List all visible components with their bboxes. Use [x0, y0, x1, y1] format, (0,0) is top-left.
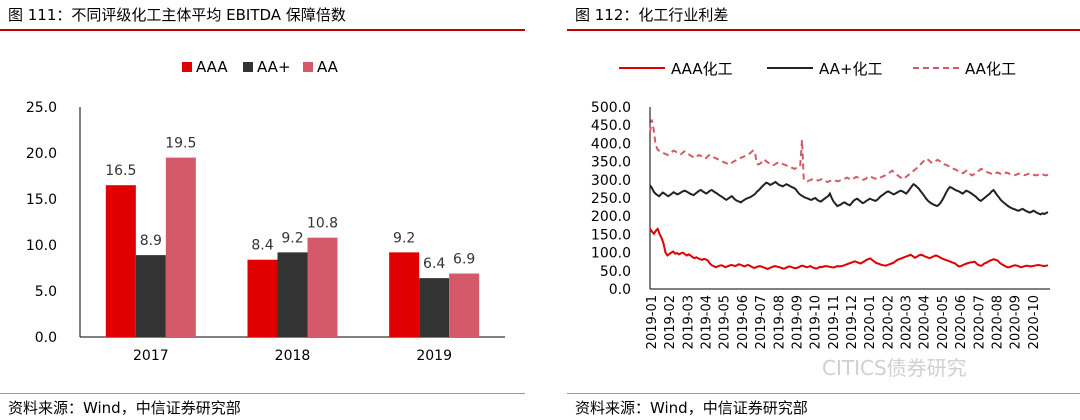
- x-tick-label: 2020-06: [954, 295, 969, 349]
- legend-swatch-3: [303, 62, 313, 72]
- x-tick-label: 2019-08: [772, 295, 787, 349]
- data-label: 6.9: [453, 252, 475, 268]
- legend-label-3: AA化工: [965, 60, 1016, 78]
- y-tick-label: 25.0: [26, 100, 57, 116]
- y-tick-label: 0.0: [609, 282, 631, 298]
- x-tick-label: 2020-01: [863, 295, 878, 349]
- data-label: 10.8: [307, 216, 338, 232]
- y-tick-label: 300.0: [591, 173, 631, 189]
- x-tick-label: 2019-05: [718, 295, 733, 349]
- x-tick-label: 2017: [133, 348, 169, 364]
- x-tick-label: 2020-03: [900, 295, 915, 349]
- bar-aaa-2019: [389, 252, 420, 337]
- bar-aa-2017: [165, 157, 196, 337]
- y-tick-label: 50.0: [600, 264, 631, 280]
- bar-aaplus-2019: [419, 278, 450, 337]
- x-tick-label: 2020-08: [990, 295, 1005, 349]
- y-tick-label: 0.0: [35, 330, 57, 346]
- left-title-rule: [0, 29, 525, 31]
- y-tick-label: 100.0: [591, 246, 631, 262]
- y-tick-label: 400.0: [591, 136, 631, 152]
- legend-swatch-2: [243, 62, 253, 72]
- legend-label-1: AAA化工: [671, 60, 733, 78]
- y-tick-label: 20.0: [26, 146, 57, 162]
- x-tick-label: 2019-06: [736, 295, 751, 349]
- x-tick-label: 2020-09: [1009, 295, 1024, 349]
- data-label: 9.2: [281, 230, 303, 246]
- data-label: 19.5: [165, 136, 196, 152]
- legend-label-2: AA+: [257, 58, 291, 76]
- y-tick-label: 5.0: [35, 284, 57, 300]
- data-label: 9.2: [393, 230, 415, 246]
- x-tick-label: 2019: [416, 348, 452, 364]
- right-line-chart: AAA化工 AA+化工 AA化工 0.0 50.0 100.0 150.0 200.0 250.…: [591, 60, 1050, 349]
- x-tick-label: 2019-10: [809, 295, 824, 349]
- watermark: CITICS债券研究: [822, 356, 967, 380]
- x-tick-label: 2019-04: [700, 295, 715, 349]
- x-tick-label: 2018: [275, 348, 311, 364]
- left-figure-panel: 图 111：不同评级化工主体平均 EBITDA 保障倍数 AAA AA+ AA 0.0…: [0, 0, 525, 420]
- data-label: 16.5: [105, 163, 136, 179]
- x-tick-label: 2020-10: [1027, 295, 1042, 349]
- x-tick-label: 2019-07: [754, 295, 769, 349]
- data-label: 8.4: [251, 238, 273, 254]
- bar-aaa-2018: [247, 259, 278, 337]
- x-tick-label: 2019-02: [663, 295, 678, 349]
- left-source-rule: [0, 393, 525, 394]
- x-tick-label: 2020-07: [972, 295, 987, 349]
- data-label: 8.9: [140, 233, 162, 249]
- series-line-2: [649, 180, 1049, 216]
- y-tick-label: 15.0: [26, 192, 57, 208]
- right-source-note: 资料来源：Wind，中信证券研究部: [575, 399, 808, 417]
- y-tick-label: 500.0: [591, 100, 631, 116]
- right-title-rule: [567, 29, 1080, 31]
- x-tick-label: 2019-12: [845, 295, 860, 349]
- y-tick-label: 250.0: [591, 191, 631, 207]
- series-line-1: [649, 227, 1049, 271]
- right-source-rule: [567, 393, 1080, 394]
- series-line-3: [649, 119, 1049, 184]
- y-tick-label: 150.0: [591, 227, 631, 243]
- x-tick-label: 2019-01: [645, 295, 660, 349]
- x-tick-label: 2020-02: [881, 295, 896, 349]
- left-bar-chart: AAA AA+ AA 0.0 5.0 10.0 15.0 20.0 25.0 16.5 8.9 19.…: [26, 58, 505, 364]
- legend-swatch-1: [182, 62, 192, 72]
- legend-label-3: AA: [317, 58, 339, 76]
- y-tick-label: 10.0: [26, 238, 57, 254]
- left-source-note: 资料来源：Wind，中信证券研究部: [8, 399, 241, 417]
- bar-aa-2018: [307, 237, 338, 337]
- x-tick-label: 2020-05: [936, 295, 951, 349]
- y-tick-label: 200.0: [591, 209, 631, 225]
- legend-label-1: AAA: [196, 58, 228, 76]
- right-figure-title: 图 112：化工行业利差: [575, 6, 729, 24]
- legend-label-2: AA+化工: [819, 60, 883, 78]
- y-tick-label: 350.0: [591, 155, 631, 171]
- bar-aa-2019: [449, 273, 480, 337]
- bar-aaplus-2018: [277, 252, 308, 337]
- y-tick-label: 450.0: [591, 118, 631, 134]
- x-tick-label: 2019-09: [790, 295, 805, 349]
- data-label: 6.4: [423, 256, 445, 272]
- right-figure-panel: 图 112：化工行业利差 AAA化工 AA+化工 AA化工 0.0 50.0 100.0 1…: [567, 0, 1080, 420]
- bar-aaa-2017: [105, 185, 136, 337]
- x-tick-label: 2019-11: [827, 295, 842, 349]
- bar-aaplus-2017: [135, 255, 166, 337]
- x-tick-label: 2020-04: [918, 295, 933, 349]
- x-tick-label: 2019-03: [681, 295, 696, 349]
- left-figure-title: 图 111：不同评级化工主体平均 EBITDA 保障倍数: [8, 6, 346, 24]
